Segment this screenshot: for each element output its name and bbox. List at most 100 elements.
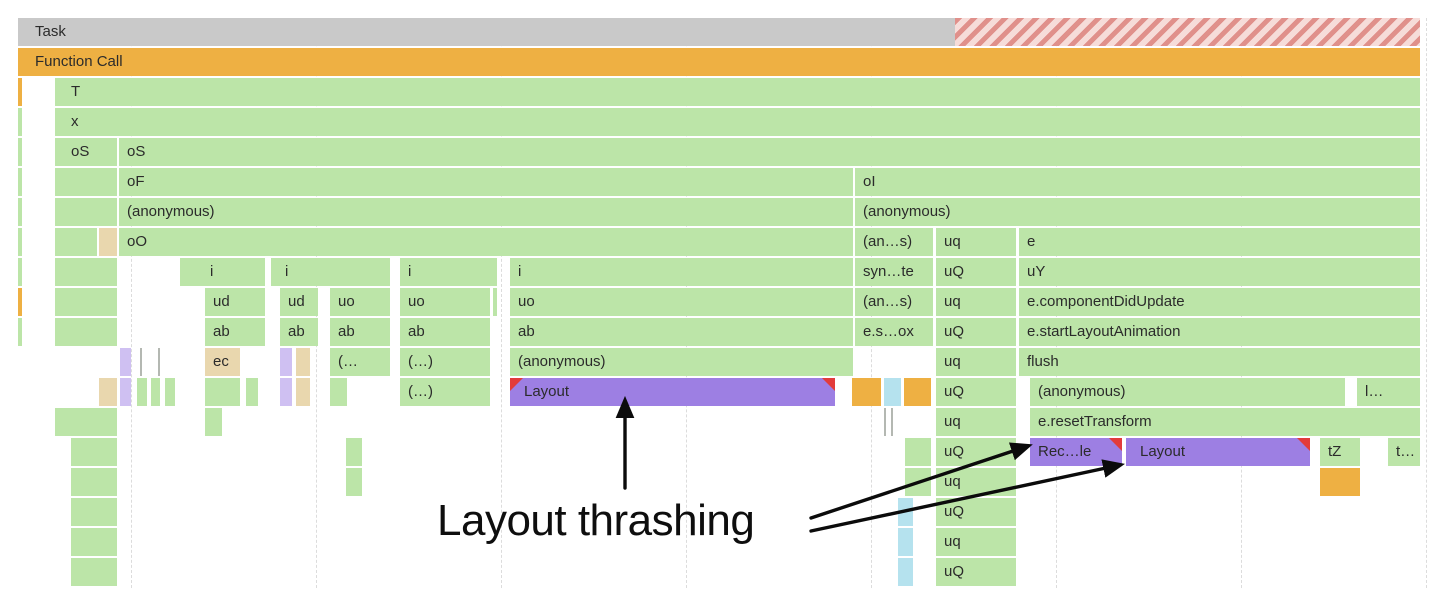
flame-bar-uq[interactable]: uQ	[936, 258, 1016, 286]
flame-bar-uq[interactable]: uQ	[936, 438, 1016, 466]
flame-bar[interactable]	[493, 288, 497, 316]
flame-bar[interactable]	[18, 228, 22, 256]
flame-bar-i[interactable]: i	[400, 258, 497, 286]
flame-bar[interactable]	[18, 168, 22, 196]
flame-bar[interactable]	[884, 378, 901, 406]
flame-bar-uq[interactable]: uQ	[936, 558, 1016, 586]
flame-bar-uq[interactable]: uq	[936, 228, 1016, 256]
flame-bar-ud[interactable]: ud	[280, 288, 318, 316]
flame-bar[interactable]	[158, 348, 160, 376]
flame-bar-ans[interactable]: (an…s)	[855, 288, 933, 316]
flame-bar[interactable]	[346, 438, 362, 466]
flame-bar-uq[interactable]: uQ	[936, 378, 1016, 406]
flame-bar[interactable]	[346, 468, 362, 496]
flame-bar[interactable]	[55, 198, 117, 226]
flame-bar[interactable]	[120, 378, 131, 406]
flame-bar[interactable]	[884, 408, 886, 436]
flame-bar[interactable]	[330, 378, 347, 406]
flame-bar-of[interactable]: oF	[119, 168, 853, 196]
flame-bar-ec[interactable]: ec	[205, 348, 240, 376]
flame-bar[interactable]	[71, 498, 117, 526]
flame-bar[interactable]	[18, 108, 22, 136]
flame-bar[interactable]	[71, 528, 117, 556]
flame-bar[interactable]	[852, 378, 881, 406]
flame-bar[interactable]	[55, 408, 117, 436]
flame-bar-i[interactable]: i	[510, 258, 853, 286]
flame-bar-uq[interactable]: uq	[936, 468, 1016, 496]
layout-bar-1[interactable]: Layout	[510, 378, 835, 406]
flame-bar[interactable]	[71, 438, 117, 466]
flame-bar[interactable]	[891, 408, 893, 436]
flame-bar-ab[interactable]: ab	[400, 318, 490, 346]
flame-bar[interactable]	[140, 348, 142, 376]
flame-bar[interactable]	[898, 528, 913, 556]
flame-bar[interactable]	[905, 468, 931, 496]
flame-bar-ud[interactable]: ud	[205, 288, 265, 316]
flame-bar[interactable]	[71, 468, 117, 496]
flame-bar-[interactable]: (…)	[400, 378, 490, 406]
recalculate-style-bar[interactable]: Rec…le	[1030, 438, 1122, 466]
flame-bar[interactable]	[18, 258, 22, 286]
flame-bar-ans[interactable]: (an…s)	[855, 228, 933, 256]
flame-bar-uq[interactable]: uQ	[936, 318, 1016, 346]
flame-bar[interactable]	[246, 378, 258, 406]
flame-bar-anonymous[interactable]: (anonymous)	[1030, 378, 1345, 406]
flame-bar[interactable]	[1320, 468, 1360, 496]
flame-bar-eresettransform[interactable]: e.resetTransform	[1030, 408, 1420, 436]
function-call-bar[interactable]: Function Call	[18, 48, 1420, 76]
flame-bar-uq[interactable]: uq	[936, 408, 1016, 436]
flame-bar[interactable]	[205, 378, 240, 406]
flame-bar[interactable]	[99, 378, 117, 406]
flame-bar-l[interactable]: l…	[1357, 378, 1420, 406]
flame-bar[interactable]	[71, 558, 117, 586]
layout-bar-2[interactable]: Layout	[1126, 438, 1310, 466]
flame-bar-ab[interactable]: ab	[280, 318, 318, 346]
flame-bar[interactable]	[99, 228, 117, 256]
flame-bar[interactable]	[280, 378, 292, 406]
flame-bar-tz[interactable]: tZ	[1320, 438, 1360, 466]
flame-bar-i[interactable]: i	[180, 258, 265, 286]
flame-bar-uo[interactable]: uo	[400, 288, 490, 316]
flame-bar[interactable]	[18, 78, 22, 106]
flame-bar[interactable]	[296, 378, 310, 406]
flame-bar[interactable]	[55, 228, 97, 256]
flame-bar[interactable]	[165, 378, 175, 406]
flame-bar-anonymous[interactable]: (anonymous)	[119, 198, 853, 226]
flame-bar-esox[interactable]: e.s…ox	[855, 318, 933, 346]
flame-bar-uq[interactable]: uq	[936, 288, 1016, 316]
flame-bar-os[interactable]: oS	[55, 138, 117, 166]
flame-bar[interactable]	[120, 348, 131, 376]
flame-bar[interactable]	[898, 558, 913, 586]
flame-bar-uo[interactable]: uo	[330, 288, 390, 316]
flame-bar[interactable]	[151, 378, 160, 406]
flame-bar-uy[interactable]: uY	[1019, 258, 1420, 286]
flame-bar-uq[interactable]: uq	[936, 528, 1016, 556]
flame-bar-uq[interactable]: uQ	[936, 498, 1016, 526]
flame-bar-estartlayoutanimation[interactable]: e.startLayoutAnimation	[1019, 318, 1420, 346]
flame-bar[interactable]	[55, 318, 117, 346]
flame-bar-synte[interactable]: syn…te	[855, 258, 933, 286]
flame-bar-ab[interactable]: ab	[510, 318, 853, 346]
flame-bar[interactable]	[296, 348, 310, 376]
flame-bar-[interactable]: (…)	[400, 348, 490, 376]
flame-bar-x[interactable]: x	[55, 108, 1420, 136]
flame-bar[interactable]	[18, 318, 22, 346]
flame-bar[interactable]	[55, 168, 117, 196]
flame-bar-[interactable]: (…	[330, 348, 390, 376]
flame-bar-t[interactable]: t…	[1388, 438, 1420, 466]
flame-bar-oi[interactable]: oI	[855, 168, 1420, 196]
task-long-task-hatch[interactable]	[955, 18, 1420, 46]
flame-bar-e[interactable]: e	[1019, 228, 1420, 256]
flame-bar[interactable]	[280, 348, 292, 376]
flame-bar-flush[interactable]: flush	[1019, 348, 1420, 376]
flame-bar-os[interactable]: oS	[119, 138, 1420, 166]
flame-bar-anonymous[interactable]: (anonymous)	[510, 348, 853, 376]
flame-bar-ecomponentdidupdate[interactable]: e.componentDidUpdate	[1019, 288, 1420, 316]
flame-bar[interactable]	[55, 258, 117, 286]
flame-bar[interactable]	[904, 378, 931, 406]
flame-bar[interactable]	[18, 138, 22, 166]
flame-bar-anonymous[interactable]: (anonymous)	[855, 198, 1420, 226]
flame-bar[interactable]	[898, 498, 913, 526]
flame-bar-ab[interactable]: ab	[205, 318, 265, 346]
flame-bar-uq[interactable]: uq	[936, 348, 1016, 376]
